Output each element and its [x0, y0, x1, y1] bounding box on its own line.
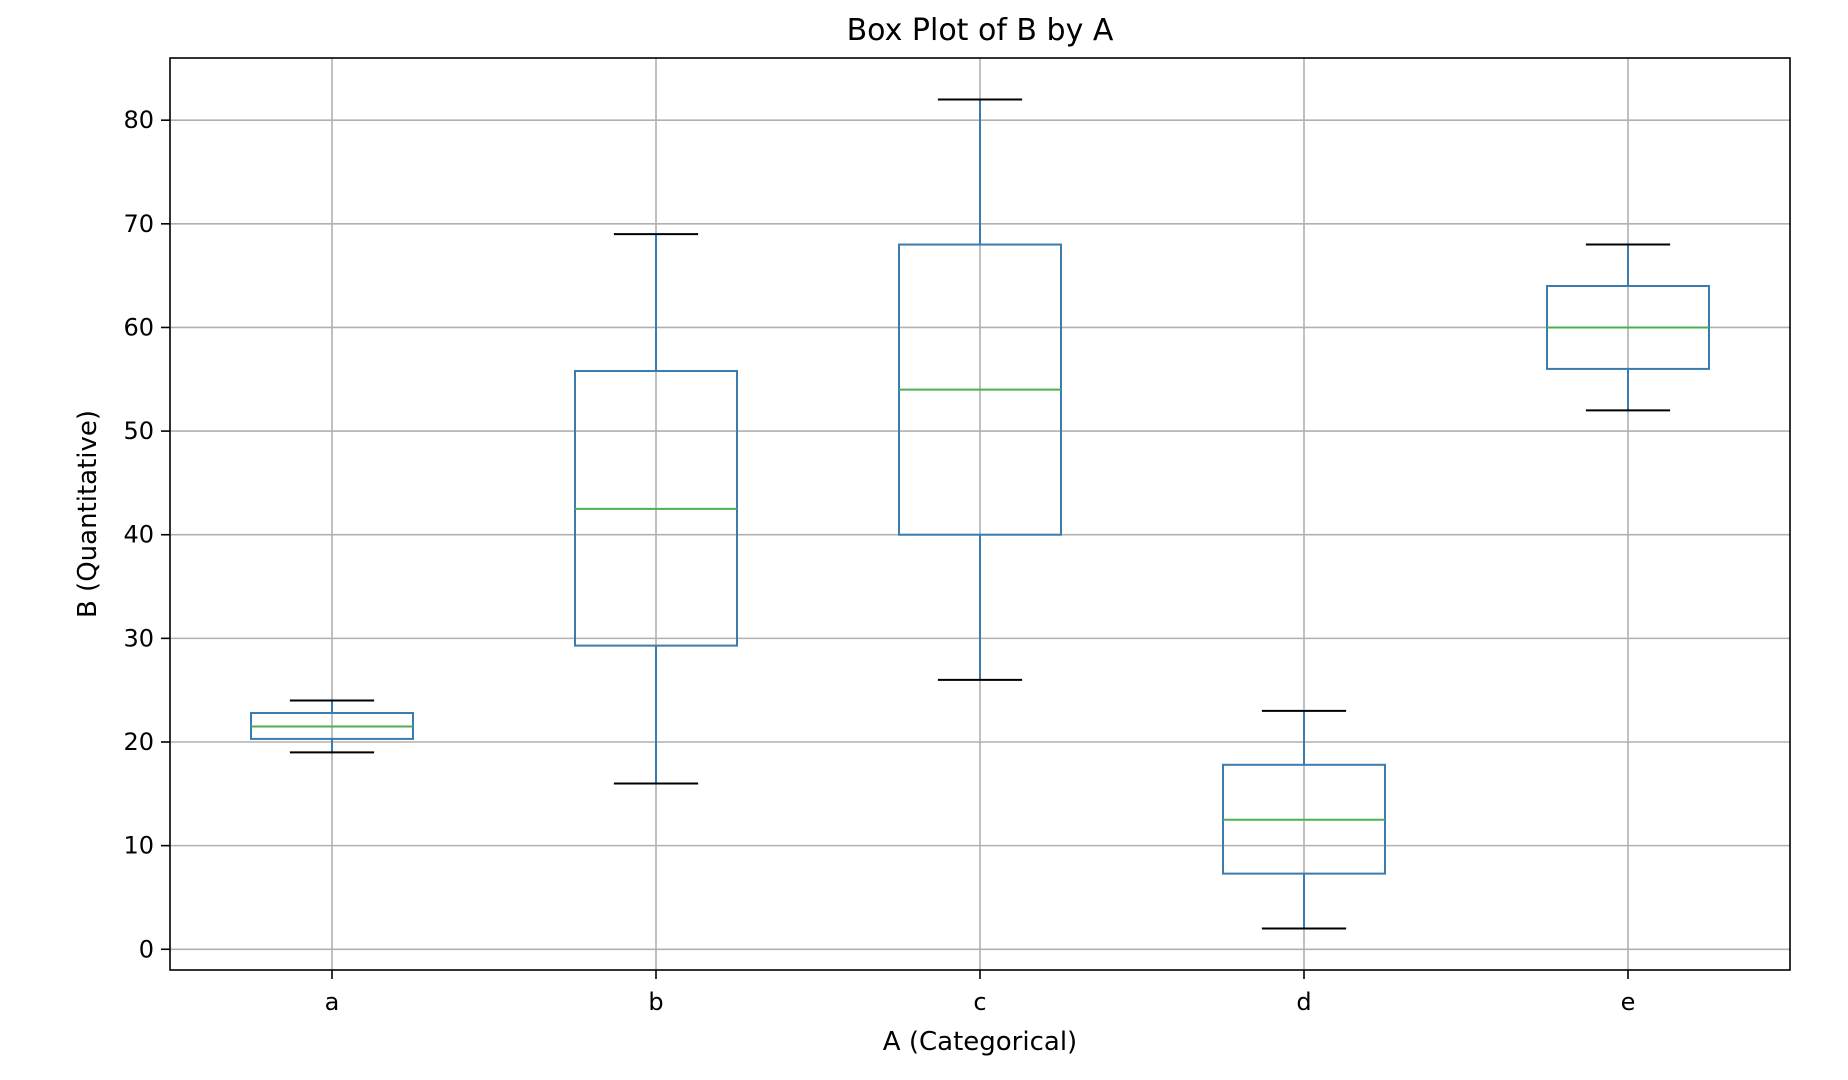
y-tick-label: 80 [123, 106, 154, 134]
y-tick-label: 50 [123, 417, 154, 445]
box-d [1222, 709, 1386, 930]
y-tick-label: 10 [123, 832, 154, 860]
x-tick-label: c [973, 988, 986, 1016]
x-axis-label: A (Categorical) [883, 1027, 1077, 1057]
box-b [574, 233, 738, 785]
box-c [898, 98, 1062, 681]
y-tick-label: 30 [123, 624, 154, 652]
x-tick-label: b [648, 988, 663, 1016]
x-tick-label: a [325, 988, 340, 1016]
x-tick-label: d [1296, 988, 1311, 1016]
box-layer [250, 98, 1710, 930]
x-tick-label: e [1621, 988, 1636, 1016]
chart-title: Box Plot of B by A [847, 13, 1114, 48]
tick-layer: 0 10 20 30 40 50 60 70 80 a b c d e [123, 106, 1635, 1016]
y-axis-label: B (Quantitative) [73, 410, 103, 618]
y-tick-label: 20 [123, 728, 154, 756]
y-tick-label: 0 [139, 935, 154, 963]
box-e [1546, 243, 1710, 412]
y-tick-label: 70 [123, 210, 154, 238]
y-tick-label: 60 [123, 313, 154, 341]
y-tick-label: 40 [123, 521, 154, 549]
box-a [250, 699, 414, 754]
